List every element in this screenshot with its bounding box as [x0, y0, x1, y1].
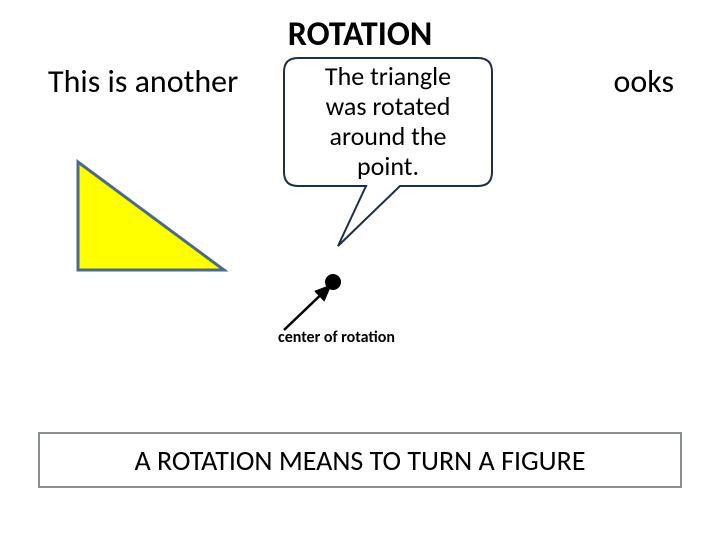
rotated-triangle-shape	[72, 156, 230, 276]
speech-callout: The triangle was rotated around the poin…	[280, 54, 496, 244]
center-of-rotation-label: center of rotation	[278, 328, 395, 347]
definition-banner: A ROTATION MEANS TO TURN A FIGURE	[38, 432, 682, 488]
slide-title: ROTATION	[0, 14, 720, 55]
callout-line: around the	[280, 122, 496, 152]
definition-text: A ROTATION MEANS TO TURN A FIGURE	[134, 443, 585, 478]
subtitle-left-fragment: This is another	[48, 62, 238, 101]
callout-text: The triangle was rotated around the poin…	[280, 62, 496, 182]
callout-line: point.	[280, 152, 496, 182]
subtitle-right-fragment: ooks	[613, 62, 674, 101]
callout-line: The triangle	[280, 62, 496, 92]
callout-line: was rotated	[280, 92, 496, 122]
